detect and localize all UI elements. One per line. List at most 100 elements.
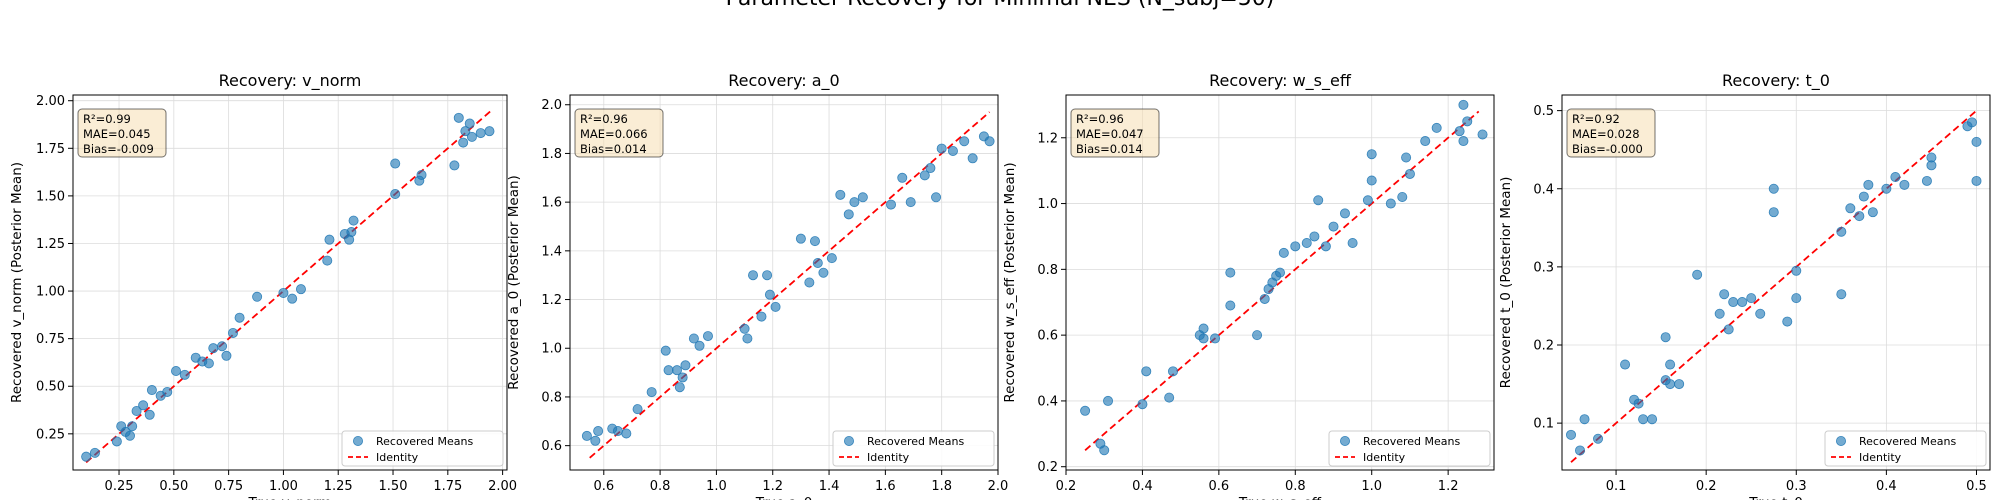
y-tick-label: 0.75 bbox=[36, 332, 65, 347]
y-tick-label: 0.3 bbox=[1533, 260, 1554, 275]
x-tick-label: 2.0 bbox=[988, 479, 1009, 494]
scatter-point bbox=[795, 233, 806, 244]
axes-frame bbox=[1065, 94, 1495, 471]
y-axis-label: Recovered w_s_eff (Posterior Mean) bbox=[1002, 162, 1018, 402]
scatter-point bbox=[1971, 136, 1982, 147]
scatter-point bbox=[1638, 414, 1649, 425]
scatter-point bbox=[1854, 211, 1865, 222]
scatter-point bbox=[764, 289, 775, 300]
scatter-point bbox=[886, 199, 897, 210]
scatter-point bbox=[812, 258, 823, 269]
stats-box-frame bbox=[77, 108, 167, 158]
scatter-point bbox=[1593, 433, 1604, 444]
subplot-4: 0.1 0.2 0.3 0.4 0.5 0.1 0.2 0.3 0.4 0.5 Recovery: … bbox=[1498, 71, 1991, 500]
stats-line: MAE=0.066 bbox=[580, 127, 648, 141]
legend-label: Recovered Means bbox=[1859, 435, 1956, 448]
scatter-point bbox=[1259, 293, 1270, 304]
scatter-point bbox=[1890, 172, 1901, 183]
y-tick-label: 1.0 bbox=[541, 342, 562, 357]
scatter-point bbox=[1099, 445, 1110, 456]
y-tick-label: 0.6 bbox=[541, 439, 562, 454]
scatter-point bbox=[252, 291, 263, 302]
scatter-point bbox=[1275, 267, 1286, 278]
legend-label: Identity bbox=[867, 451, 910, 464]
y-tick-label: 0.5 bbox=[1533, 104, 1554, 119]
scatter-point bbox=[1164, 392, 1175, 403]
x-tick-label: 1.50 bbox=[379, 479, 408, 494]
scatter-point bbox=[936, 143, 947, 154]
scatter-point bbox=[322, 255, 333, 266]
scatter-point bbox=[1728, 297, 1739, 308]
legend: Recovered Means Identity bbox=[341, 430, 504, 467]
scatter-point bbox=[295, 284, 306, 295]
scatter-point bbox=[131, 405, 142, 416]
y-tick-label: 1.50 bbox=[36, 189, 65, 204]
scatter-point bbox=[1692, 269, 1703, 280]
scatter-point bbox=[739, 323, 750, 334]
identity-line bbox=[1570, 109, 1978, 463]
scatter-point bbox=[390, 188, 401, 199]
x-tick-label: 1.00 bbox=[269, 479, 298, 494]
legend-marker-points bbox=[1836, 435, 1847, 446]
scatter-point bbox=[208, 343, 219, 354]
legend: Recovered Means Identity bbox=[1328, 430, 1491, 467]
stats-line: Bias=-0.000 bbox=[1572, 142, 1643, 156]
legend-label: Recovered Means bbox=[376, 435, 473, 448]
scatter-point bbox=[702, 331, 713, 342]
axes-frame bbox=[569, 94, 999, 471]
axes-frame bbox=[72, 94, 508, 471]
scatter-point bbox=[1647, 414, 1658, 425]
subplot-3: 0.2 0.4 0.6 0.8 1.0 1.2 0.2 0.4 0.6 0.8 1.0 1.2 Reco… bbox=[1002, 71, 1495, 500]
scatter-point bbox=[672, 365, 683, 376]
x-axis-label: True t_0 bbox=[1748, 495, 1803, 500]
stats-box-frame bbox=[1070, 108, 1160, 158]
scatter-point bbox=[460, 126, 471, 137]
legend-label: Recovered Means bbox=[1363, 435, 1460, 448]
scatter-point bbox=[1320, 241, 1331, 252]
x-tick-label: 0.2 bbox=[1056, 479, 1077, 494]
scatter-point bbox=[1137, 399, 1148, 410]
scatter-point bbox=[632, 404, 643, 415]
y-tick-label: 0.4 bbox=[1037, 394, 1058, 409]
x-tick-label: 0.4 bbox=[1132, 479, 1153, 494]
stats-line: Bias=0.014 bbox=[580, 142, 647, 156]
scatter-point bbox=[1168, 366, 1179, 377]
scatter-point bbox=[144, 409, 155, 420]
scatter-point bbox=[1404, 168, 1415, 179]
scatter-point bbox=[466, 131, 477, 142]
scatter-point bbox=[1674, 379, 1685, 390]
scatter-point bbox=[984, 136, 995, 147]
legend-frame bbox=[832, 430, 995, 467]
scatter-point bbox=[1665, 379, 1676, 390]
scatter-point bbox=[1768, 207, 1779, 218]
scatter-point bbox=[1755, 308, 1766, 319]
subplot-title: Recovery: a_0 bbox=[728, 71, 839, 91]
scatter-point bbox=[1080, 405, 1091, 416]
x-tick-label: 0.6 bbox=[593, 479, 614, 494]
stats-line: R²=0.99 bbox=[83, 112, 131, 126]
x-tick-label: 0.8 bbox=[650, 479, 671, 494]
scatter-point bbox=[475, 128, 486, 139]
x-tick-label: 1.0 bbox=[706, 479, 727, 494]
scatter-point bbox=[756, 311, 767, 322]
y-axis-label: Recovered v_norm (Posterior Mean) bbox=[9, 162, 25, 403]
scatter-point bbox=[127, 421, 138, 432]
scatter-point bbox=[905, 197, 916, 208]
stats-line: MAE=0.045 bbox=[83, 127, 151, 141]
scatter-point bbox=[484, 126, 495, 137]
scatter-point bbox=[1339, 208, 1350, 219]
y-tick-label: 0.2 bbox=[1533, 339, 1554, 354]
scatter-point bbox=[1881, 183, 1892, 194]
scatter-point bbox=[1633, 398, 1644, 409]
scatter-point bbox=[581, 430, 592, 441]
scatter-point bbox=[1385, 198, 1396, 209]
x-tick-label: 0.8 bbox=[1285, 479, 1306, 494]
scatter-point bbox=[1737, 297, 1748, 308]
y-tick-label: 1.0 bbox=[1037, 197, 1058, 212]
scatter-point bbox=[1462, 116, 1473, 127]
y-tick-label: 0.2 bbox=[1037, 460, 1058, 475]
scatter-point bbox=[857, 192, 868, 203]
x-axis-label: True v_norm bbox=[248, 495, 332, 500]
